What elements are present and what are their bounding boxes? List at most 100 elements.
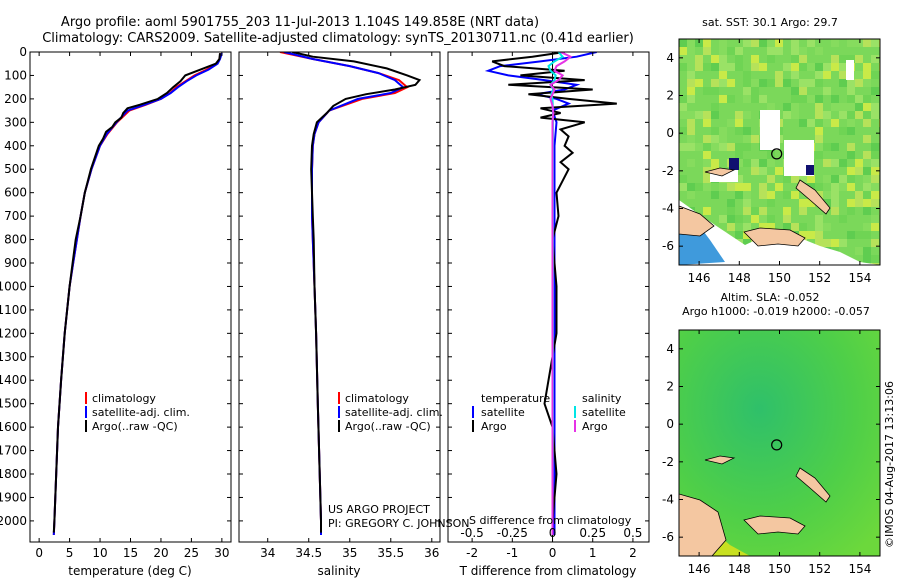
sst-land-new-britain: [743, 227, 806, 247]
sst-cell: [759, 79, 767, 87]
sst-cell: [855, 79, 863, 87]
sst-cell: [783, 223, 791, 231]
sst-cell: [687, 111, 695, 119]
sst-cell: [679, 127, 687, 135]
sst-cell: [871, 111, 879, 119]
depth-tick-label: 1200: [0, 326, 27, 340]
sst-cell: [791, 55, 799, 63]
sla-argo-position-marker: [771, 439, 783, 451]
x2-tick-label: 0: [549, 526, 557, 540]
sst-cell: [751, 207, 759, 215]
sst-cell: [799, 175, 807, 183]
sst-cell: [759, 207, 767, 215]
sst-cell: [687, 191, 695, 199]
salinity-series-group: [279, 52, 422, 535]
depth-tick-label: 400: [4, 139, 27, 153]
sst-cell: [815, 95, 823, 103]
sst-cell: [695, 111, 703, 119]
sst-cell: [711, 103, 719, 111]
sst-cell: [735, 191, 743, 199]
sst-cell: [839, 111, 847, 119]
sst-cell: [863, 135, 871, 143]
lon-tick-label: 150: [768, 271, 791, 285]
lon-tick-label: 148: [728, 562, 751, 576]
sst-cell: [791, 71, 799, 79]
sst-cell: [735, 55, 743, 63]
sst-cell: [759, 63, 767, 71]
sst-cell: [791, 175, 799, 183]
sst-cell: [727, 215, 735, 223]
difference-depth-ticks: [448, 51, 649, 522]
sst-cell: [735, 215, 743, 223]
sst-cell: [687, 63, 695, 71]
sst-cell: [807, 231, 815, 239]
sst-cell: [831, 63, 839, 71]
temperature-plot-frame: [29, 51, 232, 543]
sst-cell: [863, 223, 871, 231]
sst-cell: [815, 71, 823, 79]
sst-cell: [695, 55, 703, 63]
sst-cell: [727, 183, 735, 191]
sst-cell: [839, 159, 847, 167]
sst-cell: [831, 199, 839, 207]
sst-cell: [831, 103, 839, 111]
sst-cell: [775, 167, 783, 175]
lon-tick-label: 154: [848, 271, 871, 285]
sst-cell: [735, 231, 743, 239]
sst-cell: [687, 95, 695, 103]
salinity-depth-ticks: [239, 51, 440, 522]
sst-cell: [743, 143, 751, 151]
sst-cell: [711, 159, 719, 167]
sst-cell: [807, 119, 815, 127]
sst-cell: [831, 239, 839, 247]
sst-cell: [831, 207, 839, 215]
sst-cell: [679, 175, 687, 183]
sst-cell: [751, 87, 759, 95]
legend-temp-satellite: satellite: [481, 406, 525, 419]
sst-cell: [735, 47, 743, 55]
sst-cell: [855, 111, 863, 119]
depth-tick-label: 2000: [0, 514, 27, 528]
sst-cell: [823, 199, 831, 207]
sst-cell: [839, 63, 847, 71]
sst-cell: [799, 47, 807, 55]
sst-cell: [791, 47, 799, 55]
legend-label-satellite-adj: satellite-adj. clim.: [92, 406, 190, 419]
x-tick-label: 15: [123, 546, 138, 560]
sst-cell: [751, 55, 759, 63]
series-line-climatology: [279, 52, 410, 535]
depth-tick-label: 100: [4, 68, 27, 82]
sst-cell: [863, 151, 871, 159]
sst-cell: [855, 199, 863, 207]
sla-land-new-guinea: [679, 493, 727, 556]
sst-cell: [807, 95, 815, 103]
x2-tick-label: 0.25: [579, 526, 606, 540]
sst-cell: [719, 143, 727, 151]
sst-cell: [863, 175, 871, 183]
sla-land-islands: [704, 455, 736, 465]
sst-cell: [759, 95, 767, 103]
sst-cell: [743, 39, 751, 47]
depth-tick-label: 1600: [0, 420, 27, 434]
sst-cell: [791, 39, 799, 47]
sst-cell: [711, 87, 719, 95]
legend-temp-argo: Argo: [481, 420, 507, 433]
sla-map: Altim. SLA: -0.052 Argo h1000: -0.019 h2…: [662, 291, 881, 576]
sst-cell: [719, 95, 727, 103]
sst-cell: [815, 231, 823, 239]
sla-map-subtitle: Argo h1000: -0.019 h2000: -0.057: [682, 305, 870, 318]
sst-cell: [799, 87, 807, 95]
legend-label-argo: Argo(..raw -QC): [92, 420, 178, 433]
legend-sal-argo: Argo: [582, 420, 608, 433]
sst-cell: [855, 55, 863, 63]
sst-cell: [767, 215, 775, 223]
sst-cell: [703, 135, 711, 143]
series-line-argo-raw-qc-: [52, 53, 221, 533]
sst-cell: [695, 79, 703, 87]
series-line-climatology: [52, 52, 222, 536]
sst-cell: [719, 183, 727, 191]
sst-cell: [719, 39, 727, 47]
sst-cell: [743, 135, 751, 143]
sst-cell: [751, 39, 759, 47]
sst-cell: [719, 71, 727, 79]
